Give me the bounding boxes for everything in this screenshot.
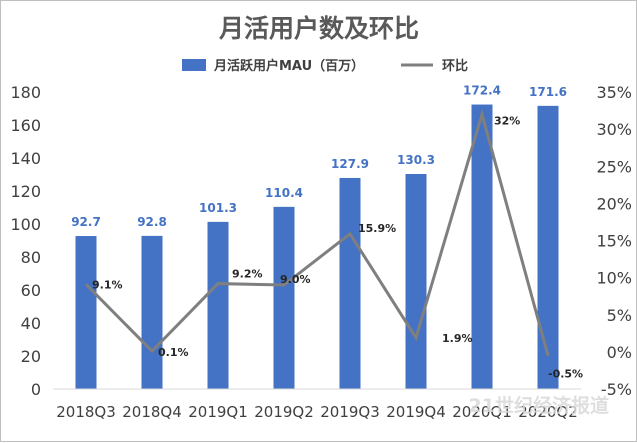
right-axis-tick-label: 5% <box>607 306 632 325</box>
x-axis-category-label: 2019Q1 <box>188 403 248 421</box>
legend-line-label: 环比 <box>442 58 468 74</box>
right-axis-tick-label: -5% <box>601 380 632 399</box>
bar <box>273 206 295 389</box>
mom-value-label: 9.1% <box>92 278 123 291</box>
bar <box>537 105 559 390</box>
mom-value-label: 9.0% <box>280 273 311 286</box>
left-axis-tick-label: 60 <box>21 281 41 300</box>
x-axis-category-label: 2019Q4 <box>386 403 446 421</box>
left-axis-tick-label: 180 <box>10 83 41 102</box>
chart-title: 月活用户数及环比 <box>218 14 419 43</box>
bar-value-label: 110.4 <box>265 186 303 200</box>
left-axis-tick-label: 80 <box>21 248 41 267</box>
bar <box>405 174 427 389</box>
right-axis-tick-label: 0% <box>607 343 632 362</box>
bar <box>471 104 493 389</box>
left-axis-tick-label: 120 <box>10 182 41 201</box>
bar <box>207 221 229 389</box>
mom-value-label: 15.9% <box>358 222 396 235</box>
x-axis-category-label: 2020Q1 <box>452 403 512 421</box>
bar-value-label: 171.6 <box>529 85 567 99</box>
x-axis-category-label: 2019Q2 <box>254 403 314 421</box>
x-axis: 2018Q3 2018Q4 2019Q1 2019Q2 2019Q3 2019Q4 2020… <box>53 388 581 421</box>
mom-value-label: 32% <box>494 114 520 127</box>
left-axis: 0 20 40 60 80 100 120 140 160 180 <box>10 83 41 399</box>
mom-value-label: 9.2% <box>232 268 263 281</box>
bar-value-label: 172.4 <box>463 84 501 98</box>
mom-value-label: 0.1% <box>158 346 189 359</box>
left-axis-tick-label: 20 <box>21 347 41 366</box>
mom-line <box>84 108 550 356</box>
left-axis-tick-label: 40 <box>21 314 41 333</box>
left-axis-tick-label: 140 <box>10 149 41 168</box>
right-axis-tick-label: 25% <box>596 157 632 176</box>
right-axis-tick-label: 15% <box>596 232 632 251</box>
x-axis-category-label: 2020Q2 <box>518 403 578 421</box>
right-axis-tick-label: 30% <box>596 120 632 139</box>
right-axis-tick-label: 35% <box>596 83 632 102</box>
mom-value-label: 1.9% <box>442 332 473 345</box>
legend: 月活跃用户MAU（百万） 环比 <box>182 58 468 74</box>
bar-value-label: 101.3 <box>199 201 237 215</box>
x-axis-category-label: 2018Q4 <box>122 403 182 421</box>
right-axis-tick-label: 20% <box>596 194 632 213</box>
bar-value-label: 92.8 <box>137 215 167 229</box>
right-axis-tick-label: 10% <box>596 269 632 288</box>
x-axis-category-label: 2019Q3 <box>320 403 380 421</box>
bar-value-label: 130.3 <box>397 153 435 167</box>
bar <box>339 177 361 389</box>
left-axis-tick-label: 0 <box>31 380 41 399</box>
bar <box>141 235 163 389</box>
left-axis-tick-label: 100 <box>10 215 41 234</box>
left-axis-tick-label: 160 <box>10 116 41 135</box>
watermark-text: 21世纪经济报道 <box>469 394 609 417</box>
x-axis-category-label: 2018Q3 <box>56 403 116 421</box>
legend-bar-label: 月活跃用户MAU（百万） <box>213 58 364 74</box>
bar-value-label: 127.9 <box>331 157 369 171</box>
bar-series: 92.7 92.8 101.3 110.4 127.9 130.3 172.4 171.6 <box>71 84 567 390</box>
line-series: 9.1% 0.1% 9.2% 9.0% 15.9% 1.9% 32% -0.5% <box>84 108 583 381</box>
legend-bar-swatch <box>182 59 206 71</box>
mom-value-label: -0.5% <box>548 368 583 381</box>
bar <box>75 236 97 389</box>
bar-value-label: 92.7 <box>71 215 101 229</box>
right-axis: -5% 0% 5% 10% 15% 20% 25% 30% 35% <box>596 83 632 399</box>
